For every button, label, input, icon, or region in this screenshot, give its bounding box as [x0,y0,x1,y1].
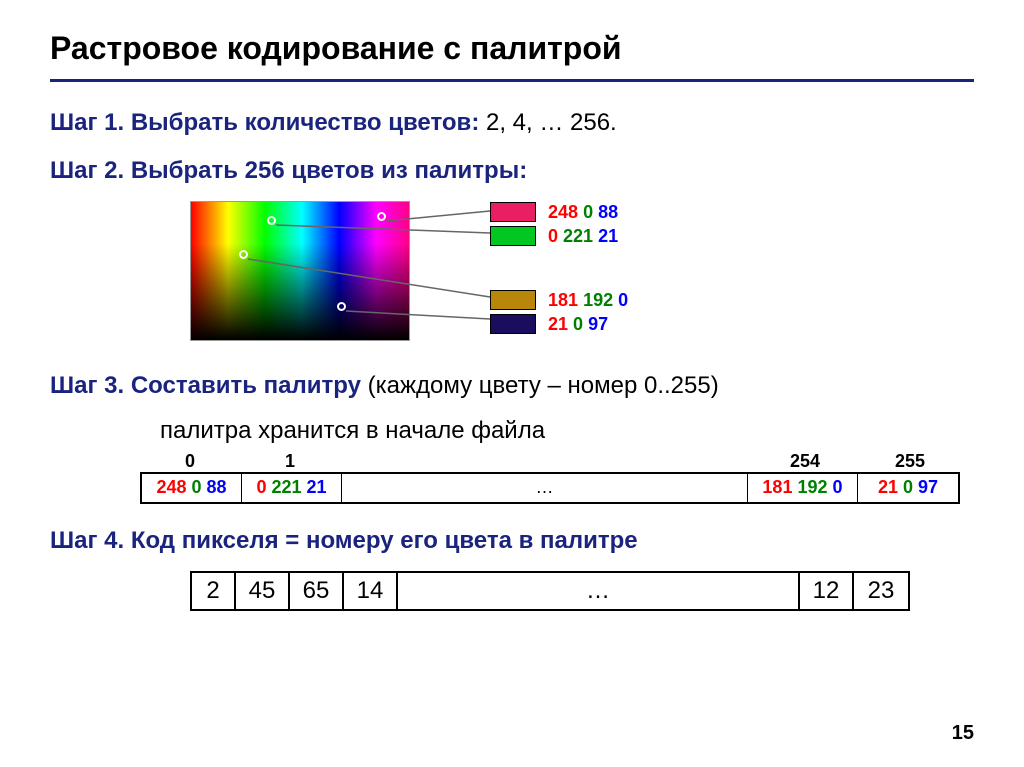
palette-header: 254 [750,451,860,472]
palette-cell: 0 221 21 [242,474,342,502]
palette-header: 1 [240,451,340,472]
swatch-list: 248 0 88 0 221 21 181 192 0 21 0 97 [490,201,628,335]
palette-headers: 01 254255 [140,451,960,472]
color-swatch [490,314,536,334]
step-1-text: 2, 4, … 256. [479,109,616,136]
color-swatch [490,226,536,246]
title-underline [50,79,974,82]
step-3-label: Шаг 3. Составить палитру [50,372,361,399]
step-4-label: Шаг 4. Код пикселя = номеру его цвета в … [50,527,638,554]
palette-cell: … [342,474,748,502]
pixel-table: 2456514…1223 [190,571,910,611]
color-spectrum [190,201,410,341]
step-2: Шаг 2. Выбрать 256 цветов из палитры: [50,154,974,188]
swatch-row: 21 0 97 [490,313,628,335]
step-1: Шаг 1. Выбрать количество цветов: 2, 4, … [50,106,974,140]
pixel-cell: 14 [344,573,398,609]
step-3: Шаг 3. Составить палитру (каждому цвету … [50,369,974,403]
pixel-cell: 23 [854,573,908,609]
spectrum-dot [267,216,276,225]
swatch-row: 181 192 0 [490,289,628,311]
swatch-row: 248 0 88 [490,201,628,223]
rgb-value: 248 0 88 [548,202,618,223]
step-1-label: Шаг 1. Выбрать количество цветов: [50,109,479,136]
palette-cell: 21 0 97 [858,474,958,502]
page-number: 15 [952,722,974,745]
rgb-value: 0 221 21 [548,226,618,247]
step-3-sub: палитра хранится в начале файла [160,417,974,445]
spectrum-dot [337,302,346,311]
page-title: Растровое кодирование с палитрой [50,30,974,67]
step-3-text: (каждому цвету – номер 0..255) [361,372,719,399]
color-picker-area: 248 0 88 0 221 21 181 192 0 21 0 97 [190,201,974,351]
palette-header: 0 [140,451,240,472]
palette-header [340,451,750,472]
step-4: Шаг 4. Код пикселя = номеру его цвета в … [50,524,974,558]
rgb-value: 21 0 97 [548,314,608,335]
pixel-cell: 12 [800,573,854,609]
spectrum-dot [239,250,248,259]
pixel-cell: 65 [290,573,344,609]
palette-cell: 248 0 88 [142,474,242,502]
color-swatch [490,290,536,310]
palette-cell: 181 192 0 [748,474,858,502]
palette-table: 248 0 880 221 21…181 192 021 0 97 [140,472,960,504]
pixel-cell: 45 [236,573,290,609]
pixel-cell: … [398,573,800,609]
step-2-label: Шаг 2. Выбрать 256 цветов из палитры: [50,157,527,184]
rgb-value: 181 192 0 [548,290,628,311]
pixel-cell: 2 [192,573,236,609]
palette-header: 255 [860,451,960,472]
spectrum-dot [377,212,386,221]
swatch-row: 0 221 21 [490,225,628,247]
color-swatch [490,202,536,222]
